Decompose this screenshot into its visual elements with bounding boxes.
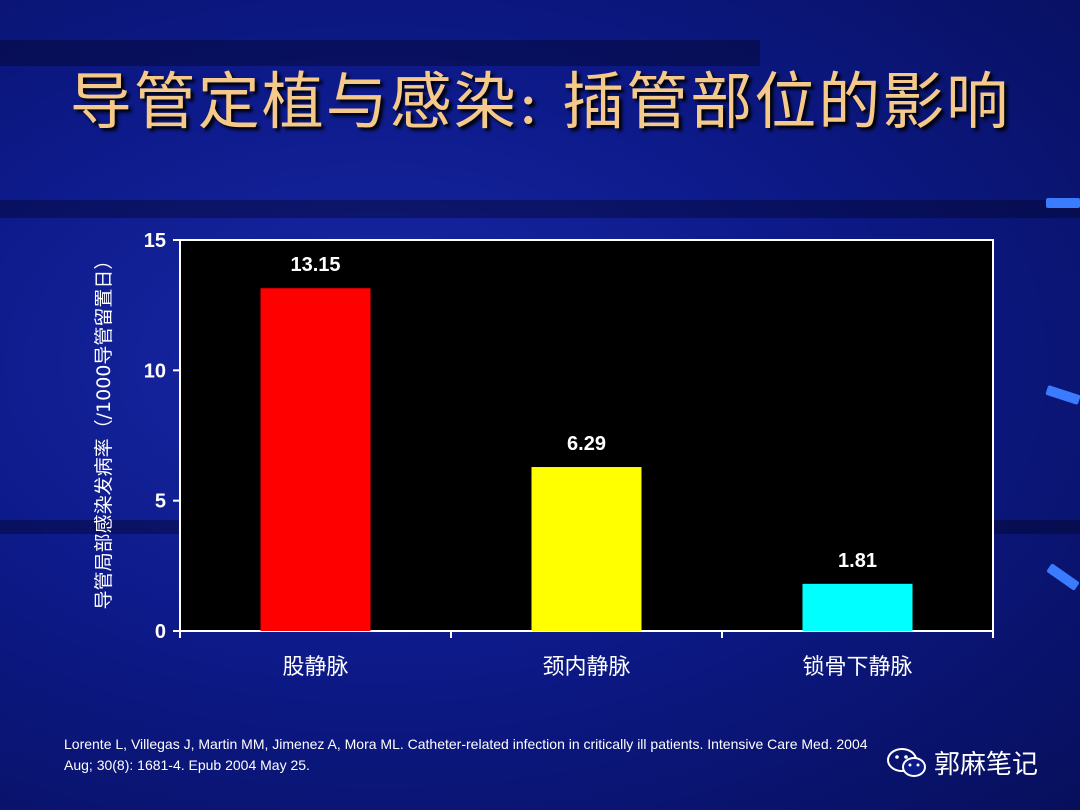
x-tick-label: 颈内静脉 bbox=[542, 655, 630, 680]
data-label: 6.29 bbox=[567, 433, 606, 455]
bar bbox=[802, 583, 913, 631]
decorative-accent bbox=[1046, 198, 1080, 208]
watermark: 郭麻笔记 bbox=[886, 744, 1038, 781]
y-tick-label: 10 bbox=[144, 360, 166, 382]
y-axis-label: 导管局部感染发病率（/1000导管留置日） bbox=[93, 251, 115, 610]
data-label: 1.81 bbox=[838, 550, 877, 572]
bar bbox=[260, 288, 371, 631]
background-stripe bbox=[0, 40, 760, 66]
watermark-text: 郭麻笔记 bbox=[934, 750, 1039, 780]
y-tick-label: 5 bbox=[155, 491, 166, 513]
background-stripe bbox=[0, 200, 1080, 218]
bar-chart: 0 5 10 15 导管局部感染发病率（/1000导管留置日） 13.15 股静脉 6.29 颈… bbox=[93, 230, 993, 680]
wechat-logo-icon bbox=[887, 747, 926, 777]
x-tick-label: 股静脉 bbox=[282, 655, 348, 680]
reference-citation: Lorente L, Villegas J, Martin MM, Jimene… bbox=[64, 736, 868, 773]
y-tick-label: 15 bbox=[144, 230, 166, 252]
data-label: 13.15 bbox=[290, 254, 340, 276]
slide-title: 导管定植与感染: 插管部位的影响 bbox=[69, 65, 1011, 138]
bar bbox=[531, 467, 642, 631]
x-tick-label: 锁骨下静脉 bbox=[802, 655, 912, 680]
y-tick-label: 0 bbox=[155, 621, 166, 643]
